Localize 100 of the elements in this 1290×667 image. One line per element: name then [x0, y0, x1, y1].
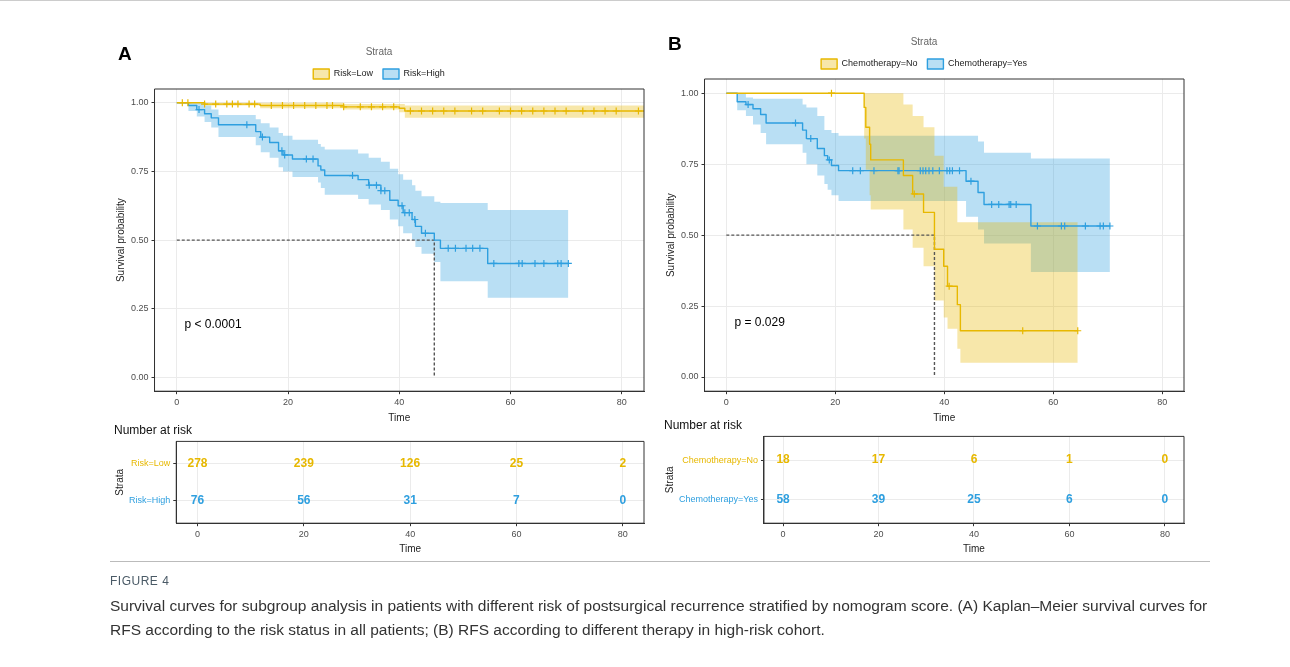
point [194, 105, 204, 114]
point [550, 106, 560, 116]
point [589, 106, 599, 116]
x-tick-label: 40 [968, 529, 979, 540]
y-tick-label: Chemotherapy=No [682, 454, 758, 465]
y-tick-label: 0.25 [130, 303, 149, 314]
point [183, 98, 192, 107]
point [530, 259, 540, 268]
x-tick-label: 0 [780, 529, 786, 540]
x-tick-label: 80 [616, 397, 627, 408]
point [475, 244, 485, 253]
y-axis-title: Survival probability [114, 198, 126, 283]
point [600, 106, 610, 116]
x-axis-title: Time [399, 542, 422, 554]
point [356, 102, 365, 111]
point [302, 154, 311, 164]
point [634, 106, 643, 116]
x-tick-label: 80 [1159, 529, 1170, 540]
point [244, 100, 254, 109]
point [222, 100, 231, 109]
data-label: 56 [297, 493, 311, 508]
x-tick-label: 80 [617, 529, 628, 540]
point [539, 106, 548, 116]
data-label: 76 [190, 493, 205, 508]
y-axis-title: Strata [663, 466, 675, 494]
text: FIGURE 4 [110, 561, 1210, 588]
point [562, 106, 571, 116]
x-tick-label: 40 [405, 529, 416, 540]
annotation: p = 0.029 [734, 314, 786, 329]
data-label: 17 [871, 452, 886, 467]
y-tick-label: Risk=Low [131, 458, 171, 469]
x-tick-label: 20 [830, 397, 841, 408]
data-label: 58 [776, 491, 791, 506]
y-tick-label: 0.75 [680, 158, 699, 169]
point [378, 102, 387, 111]
data-label: 126 [400, 456, 421, 471]
point [1105, 221, 1114, 231]
data-label: 25 [967, 491, 981, 506]
point [339, 102, 348, 111]
data-label: 1 [1066, 452, 1074, 467]
point [406, 106, 415, 116]
legend-title: Strata [910, 35, 938, 47]
y-tick-label: 0.75 [130, 165, 149, 176]
legend-label: Chemotherapy=No [841, 58, 918, 69]
chart-title: Number at risk [114, 422, 194, 437]
x-tick-label: 20 [298, 529, 309, 540]
point [280, 150, 289, 160]
x-tick-label: 20 [873, 529, 884, 540]
x-axis-title: Time [963, 542, 986, 554]
data-label: 0 [1161, 491, 1169, 506]
chart-title: A [118, 43, 132, 65]
point [744, 100, 753, 109]
point [389, 102, 398, 111]
x-tick-label: 0 [195, 529, 201, 540]
x-tick-label: 0 [723, 397, 729, 408]
x-tick-label: 40 [939, 397, 950, 408]
point [250, 100, 259, 109]
point [910, 189, 919, 199]
data-label: 25 [509, 456, 524, 471]
data-label: 239 [293, 456, 315, 471]
data-label: 278 [187, 456, 208, 471]
data-label: 0 [619, 493, 627, 508]
point [242, 120, 251, 129]
point [1081, 221, 1090, 231]
point [211, 100, 220, 109]
point [467, 106, 476, 116]
chart-title: Number at risk [664, 417, 744, 432]
text: Survival curves for subgroup analysis in patients with different risk of postsurgical recurrence stratified by nomogram score. (A) Kaplan–Meier survival curves for RFS according to the risk status in all patients; (B) RFS according to different therapy in high-risk cohort. [110, 596, 1209, 640]
point [869, 166, 879, 175]
point [428, 106, 437, 116]
y-tick-label: 1.00 [680, 87, 699, 98]
y-tick-label: 0.25 [680, 300, 699, 311]
legend-label: Risk=High [403, 68, 445, 79]
data-label: 18 [776, 452, 791, 467]
point [367, 102, 376, 111]
point [397, 201, 407, 210]
legend-title: Strata [365, 45, 393, 57]
x-tick-label: 20 [283, 397, 294, 408]
point [517, 106, 526, 116]
point [966, 177, 976, 186]
y-tick-label: 0.00 [680, 371, 699, 382]
point [461, 244, 471, 253]
point [439, 106, 448, 116]
x-tick-label: 60 [1048, 397, 1059, 408]
point [791, 118, 800, 128]
data-label: 2 [619, 456, 627, 471]
x-axis-title: Time [933, 411, 956, 423]
x-axis-title: Time [388, 411, 411, 423]
point [258, 132, 267, 142]
point [233, 100, 243, 109]
point [478, 106, 487, 116]
data-label: 31 [403, 493, 418, 508]
y-tick-label: Chemotherapy=Yes [678, 494, 759, 505]
x-tick-label: 60 [511, 529, 522, 540]
y-tick-label: 0.50 [680, 229, 699, 240]
point [506, 106, 515, 116]
x-tick-label: 40 [394, 397, 405, 408]
y-tick-label: 0.00 [130, 371, 149, 382]
data-label: 39 [871, 491, 886, 506]
point [200, 100, 209, 109]
